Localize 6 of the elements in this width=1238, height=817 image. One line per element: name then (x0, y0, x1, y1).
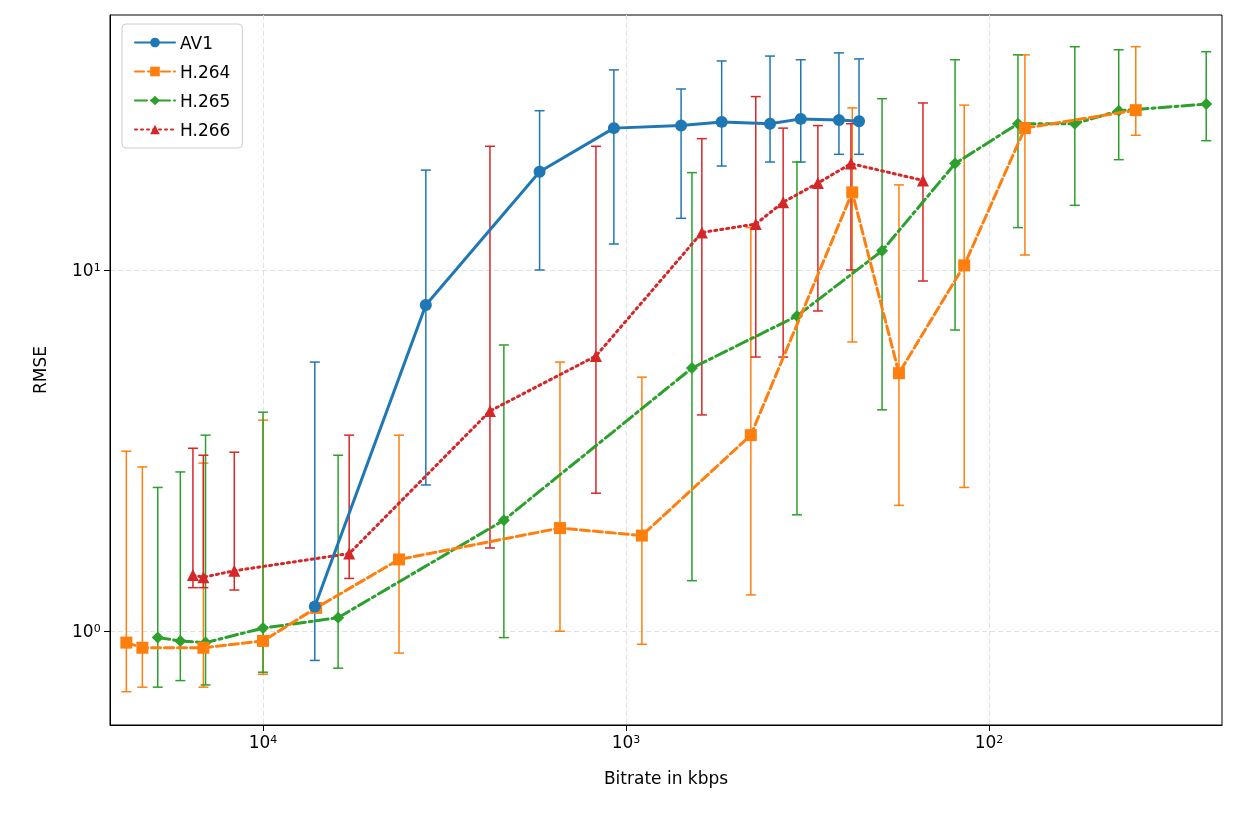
legend-label: AV1 (180, 32, 213, 53)
legend-label: H.264 (180, 61, 231, 82)
legend-label: H.266 (180, 119, 231, 140)
y-axis-title: RMSE (29, 345, 50, 395)
x-axis-title: Bitrate in kbps (603, 767, 729, 788)
legend-label: H.265 (180, 90, 231, 111)
